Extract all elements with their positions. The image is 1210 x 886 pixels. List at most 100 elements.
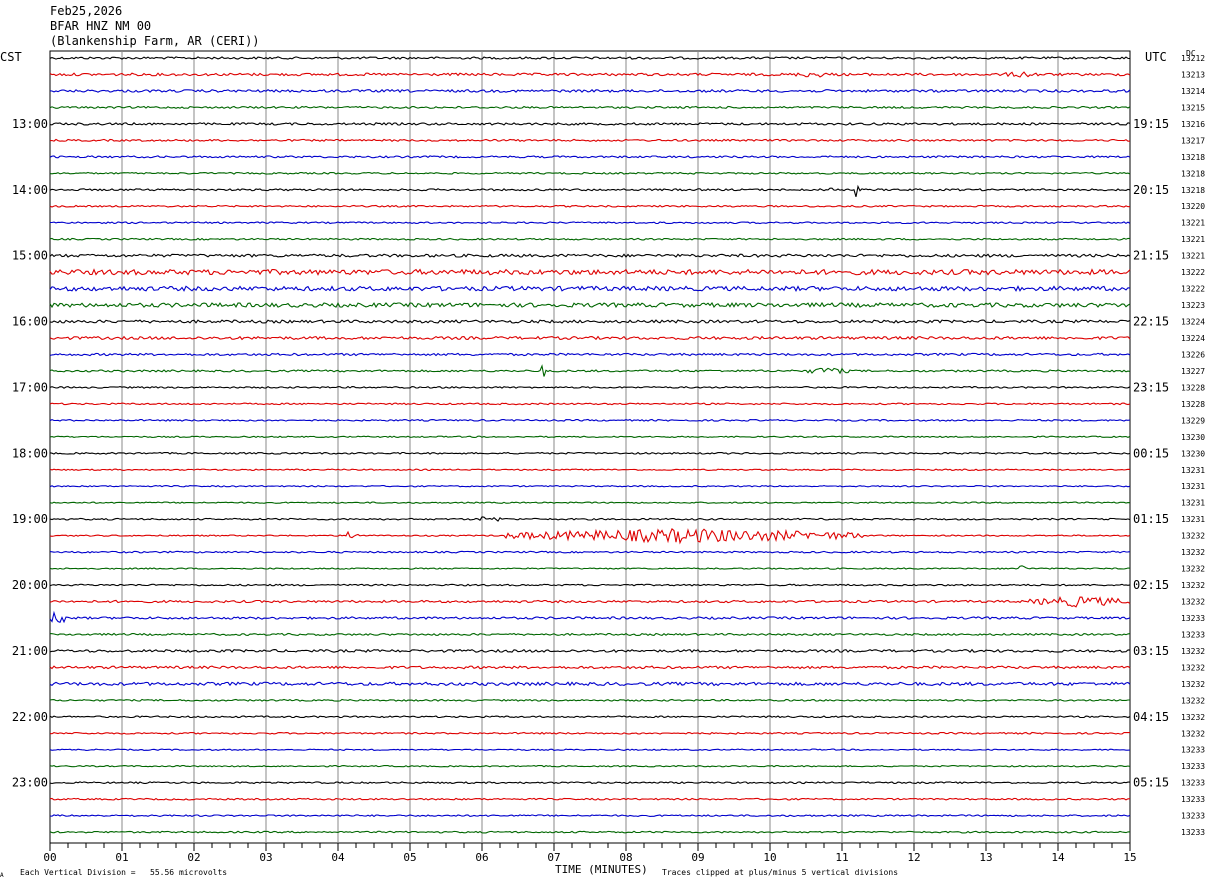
seismic-trace <box>49 665 1131 670</box>
utc-hour-label: 22:15 <box>1133 315 1169 329</box>
dc-offset-label: 13232 <box>1181 565 1205 574</box>
utc-hour-label: 23:15 <box>1133 380 1169 394</box>
x-tick-label: 07 <box>547 851 560 864</box>
dc-offset-label: 13215 <box>1181 103 1205 112</box>
scale-note: Each Vertical Division = 55.56 microvolt… <box>20 868 228 877</box>
dc-header: DC <box>1186 49 1196 58</box>
cst-hour-label: 15:00 <box>12 249 48 263</box>
dc-offset-label: 13233 <box>1181 746 1205 755</box>
dc-offset-label: 13216 <box>1181 120 1205 129</box>
left-timezone: CST <box>0 50 22 64</box>
seismic-trace <box>49 565 1131 570</box>
dc-offset-label: 13232 <box>1181 548 1205 557</box>
dc-offset-label: 13232 <box>1181 647 1205 656</box>
dc-offset-label: 13224 <box>1181 334 1205 343</box>
dc-offset-label: 13233 <box>1181 828 1205 837</box>
dc-offset-label: 13233 <box>1181 630 1205 639</box>
cst-hour-label: 14:00 <box>12 183 48 197</box>
utc-hour-label: 01:15 <box>1133 512 1169 526</box>
dc-offset-label: 13227 <box>1181 367 1205 376</box>
x-tick-label: 15 <box>1123 851 1136 864</box>
dc-offset-label: 13213 <box>1181 70 1205 79</box>
dc-offset-label: 13224 <box>1181 318 1205 327</box>
dc-offset-label: 13230 <box>1181 433 1205 442</box>
seismic-trace <box>49 122 1131 126</box>
dc-offset-label: 13218 <box>1181 153 1205 162</box>
station-code: BFAR HNZ NM 00 <box>50 19 152 33</box>
dc-offset-label: 13214 <box>1181 87 1205 96</box>
cst-hour-label: 17:00 <box>12 380 48 394</box>
x-tick-label: 06 <box>475 851 488 864</box>
dc-offset-label: 13233 <box>1181 812 1205 821</box>
seismic-trace <box>49 814 1131 818</box>
seismic-trace <box>49 56 1131 60</box>
dc-offset-label: 13232 <box>1181 598 1205 607</box>
dc-offset-label: 13232 <box>1181 713 1205 722</box>
seismic-trace <box>49 484 1131 488</box>
dc-offset-label: 13232 <box>1181 532 1205 541</box>
seismic-trace <box>49 71 1131 78</box>
clip-note: Traces clipped at plus/minus 5 vertical … <box>662 868 899 877</box>
seismic-trace <box>49 797 1130 801</box>
cst-hour-label: 21:00 <box>12 644 48 658</box>
cst-hour-label: 20:00 <box>12 578 48 592</box>
dc-offset-label: 13220 <box>1181 202 1205 211</box>
cst-hour-label: 19:00 <box>12 512 48 526</box>
dc-offset-label: 13232 <box>1181 581 1205 590</box>
x-tick-label: 02 <box>187 851 200 864</box>
dc-offset-label: 13233 <box>1181 779 1205 788</box>
seismic-trace <box>49 88 1131 93</box>
x-tick-label: 08 <box>619 851 632 864</box>
seismic-trace <box>49 364 1131 377</box>
dc-offset-label: 13223 <box>1181 301 1205 310</box>
x-tick-label: 01 <box>115 851 128 864</box>
dc-offset-label: 13228 <box>1181 400 1205 409</box>
seismic-trace <box>49 781 1130 785</box>
dc-offset-label: 13232 <box>1181 729 1205 738</box>
seismic-trace <box>49 595 1131 608</box>
x-tick-label: 14 <box>1051 851 1065 864</box>
seismic-trace <box>49 418 1131 422</box>
station-site: (Blankenship Farm, AR (CERI)) <box>50 34 260 48</box>
dc-offset-label: 13226 <box>1181 350 1205 359</box>
seismic-trace <box>49 501 1131 504</box>
dc-offset-label: 13232 <box>1181 663 1205 672</box>
seismic-trace <box>49 204 1131 208</box>
seismic-trace <box>49 468 1131 472</box>
seismic-trace <box>49 731 1130 735</box>
seismic-trace <box>49 105 1131 110</box>
x-tick-label: 00 <box>43 851 56 864</box>
seismic-trace <box>49 352 1131 357</box>
seismic-trace <box>49 451 1131 455</box>
seismic-trace <box>49 648 1131 653</box>
seismic-trace <box>49 184 1131 197</box>
utc-hour-label: 20:15 <box>1133 183 1169 197</box>
seismic-trace <box>49 335 1131 341</box>
dc-offset-label: 13218 <box>1181 169 1205 178</box>
seismic-trace <box>49 681 1131 687</box>
dc-offset-label: 13230 <box>1181 449 1205 458</box>
seismic-trace <box>49 285 1131 293</box>
utc-hour-label: 05:15 <box>1133 776 1169 790</box>
seismic-trace <box>49 237 1131 241</box>
dc-offset-label: 13217 <box>1181 136 1205 145</box>
cst-hour-label: 23:00 <box>12 776 48 790</box>
dc-offset-label: 13222 <box>1181 285 1205 294</box>
utc-hour-label: 00:15 <box>1133 446 1169 460</box>
seismic-trace <box>49 385 1131 389</box>
x-tick-label: 12 <box>907 851 920 864</box>
dc-offset-label: 13221 <box>1181 219 1205 228</box>
dc-offset-label: 13231 <box>1181 499 1205 508</box>
seismic-trace <box>49 632 1131 637</box>
dc-offset-label: 13233 <box>1181 614 1205 623</box>
dc-offset-label: 13218 <box>1181 186 1205 195</box>
dc-offset-label: 13231 <box>1181 515 1205 524</box>
utc-hour-label: 04:15 <box>1133 710 1169 724</box>
seismic-trace <box>49 748 1131 752</box>
utc-hour-label: 02:15 <box>1133 578 1169 592</box>
seismic-trace <box>49 550 1131 554</box>
corner-mark: A <box>0 872 4 879</box>
utc-hour-label: 19:15 <box>1133 117 1169 131</box>
dc-offset-label: 13221 <box>1181 252 1205 261</box>
